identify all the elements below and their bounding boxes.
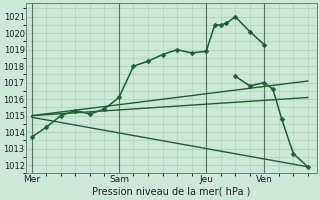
X-axis label: Pression niveau de la mer( hPa ): Pression niveau de la mer( hPa ) [92,187,251,197]
